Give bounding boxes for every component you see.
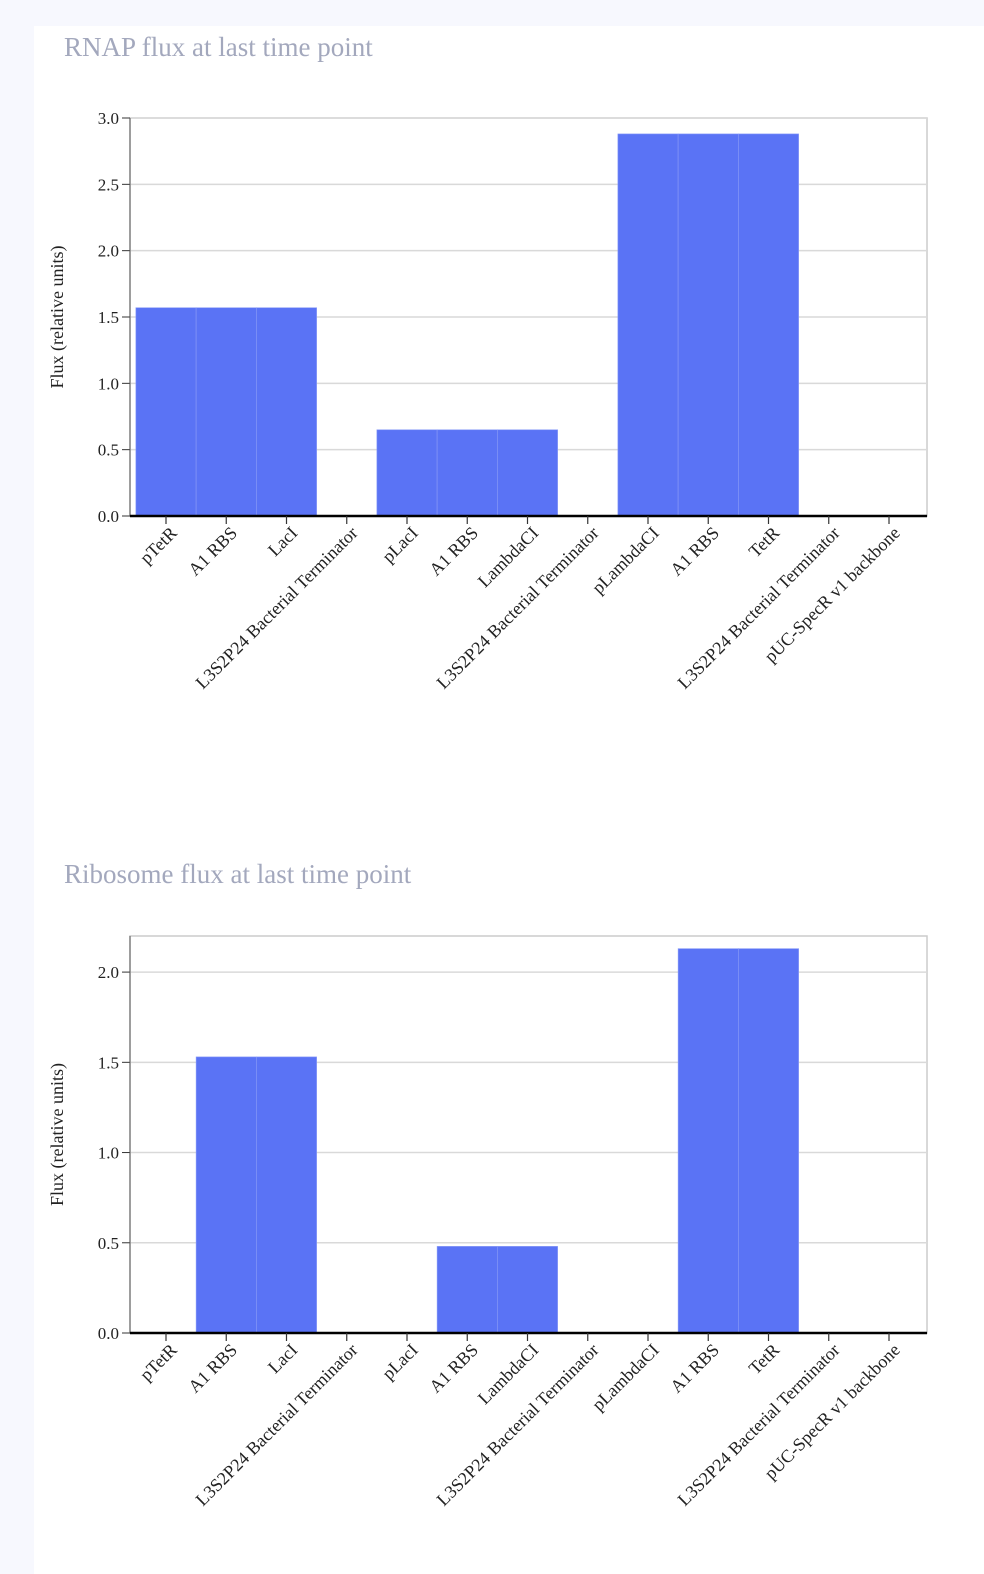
- y-tick-label: 2.5: [98, 175, 119, 194]
- bar: [256, 1056, 317, 1334]
- y-tick-label: 1.5: [98, 1053, 119, 1072]
- bar: [497, 429, 558, 517]
- bar: [677, 948, 739, 1334]
- y-tick-label: 2.0: [98, 242, 119, 261]
- y-tick-label: 2.0: [98, 963, 119, 982]
- chart-title-ribosome: Ribosome flux at last time point: [64, 859, 412, 889]
- bar: [436, 429, 498, 517]
- y-tick-label: 1.5: [98, 308, 119, 327]
- y-tick-label: 1.0: [98, 374, 119, 393]
- bar: [135, 307, 197, 517]
- bar: [738, 948, 799, 1334]
- chart-title-rnap: RNAP flux at last time point: [64, 32, 373, 62]
- bar: [195, 1056, 257, 1334]
- bar: [617, 133, 679, 517]
- bar: [436, 1246, 498, 1334]
- bar: [677, 133, 739, 517]
- bar: [497, 1246, 558, 1334]
- y-tick-label: 3.0: [98, 109, 119, 128]
- y-tick-label: 1.0: [98, 1144, 119, 1163]
- bar: [376, 429, 438, 517]
- y-tick-label: 0.5: [98, 441, 119, 460]
- bar: [195, 307, 257, 517]
- y-axis-label: Flux (relative units): [47, 1063, 68, 1206]
- bar: [738, 133, 799, 517]
- y-tick-label: 0.0: [98, 1324, 119, 1343]
- y-tick-label: 0.5: [98, 1234, 119, 1253]
- y-axis-label: Flux (relative units): [47, 246, 68, 389]
- y-tick-label: 0.0: [98, 507, 119, 526]
